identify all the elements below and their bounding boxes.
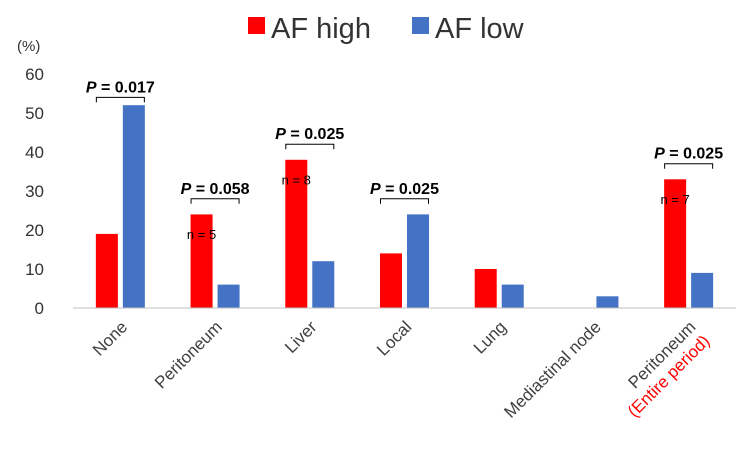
bracket-line [190,198,240,204]
significance-brackets: P = 0.017 P = 0.058 P = 0.025 P = 0.025 P = … [86,79,723,204]
bar [664,179,687,308]
y-axis-unit-label: (%) [17,38,40,55]
n-label: n = 8 [282,172,311,187]
x-category-label: Mediastinal node [500,317,604,421]
bar [285,159,308,308]
y-tick-label: 40 [25,143,44,162]
n-label: n = 7 [661,192,690,207]
bracket-line [95,96,145,103]
bar [407,214,429,308]
n-label: n = 5 [187,227,216,242]
y-tick-label: 60 [25,65,44,84]
legend-swatch [412,17,429,34]
bar [312,261,335,308]
x-category-label: Lung [470,317,510,357]
p-value-label: P = 0.058 [181,181,250,198]
p-value-label: P = 0.017 [86,79,155,96]
bracket-line [380,198,429,204]
y-tick-label: 50 [25,104,44,123]
n-labels: n = 5 n = 8 n = 7 [187,172,690,242]
bar [122,105,145,308]
bar [217,284,240,308]
p-value-label: P = 0.025 [654,146,723,163]
y-axis-ticks: 0 10 20 30 40 50 60 [25,65,44,318]
bar [190,214,213,308]
bars [95,105,714,308]
x-category-label: Local [373,317,415,359]
legend-label: AF low [435,13,525,45]
p-value-label: P = 0.025 [275,126,344,143]
x-category-label: None [89,317,131,359]
y-tick-label: 10 [25,260,44,279]
bar [474,269,497,308]
x-axis-labels: None Peritoneum Liver Local LungMediastinal … [89,317,713,422]
y-tick-label: 20 [25,221,44,240]
x-category-label: Peritoneum [151,317,226,392]
legend: AF high AF low [248,13,525,45]
p-value-label: P = 0.025 [370,181,439,198]
bar [691,272,714,308]
bar [95,233,118,308]
y-tick-label: 0 [35,299,44,318]
legend-label: AF high [271,13,371,45]
bar [596,296,619,308]
x-category-label: Liver [281,317,321,357]
bar [380,253,402,308]
y-tick-label: 30 [25,182,44,201]
bar [501,284,524,308]
legend-swatch [248,17,265,34]
bracket-line [664,163,714,169]
bracket-line [285,143,335,150]
